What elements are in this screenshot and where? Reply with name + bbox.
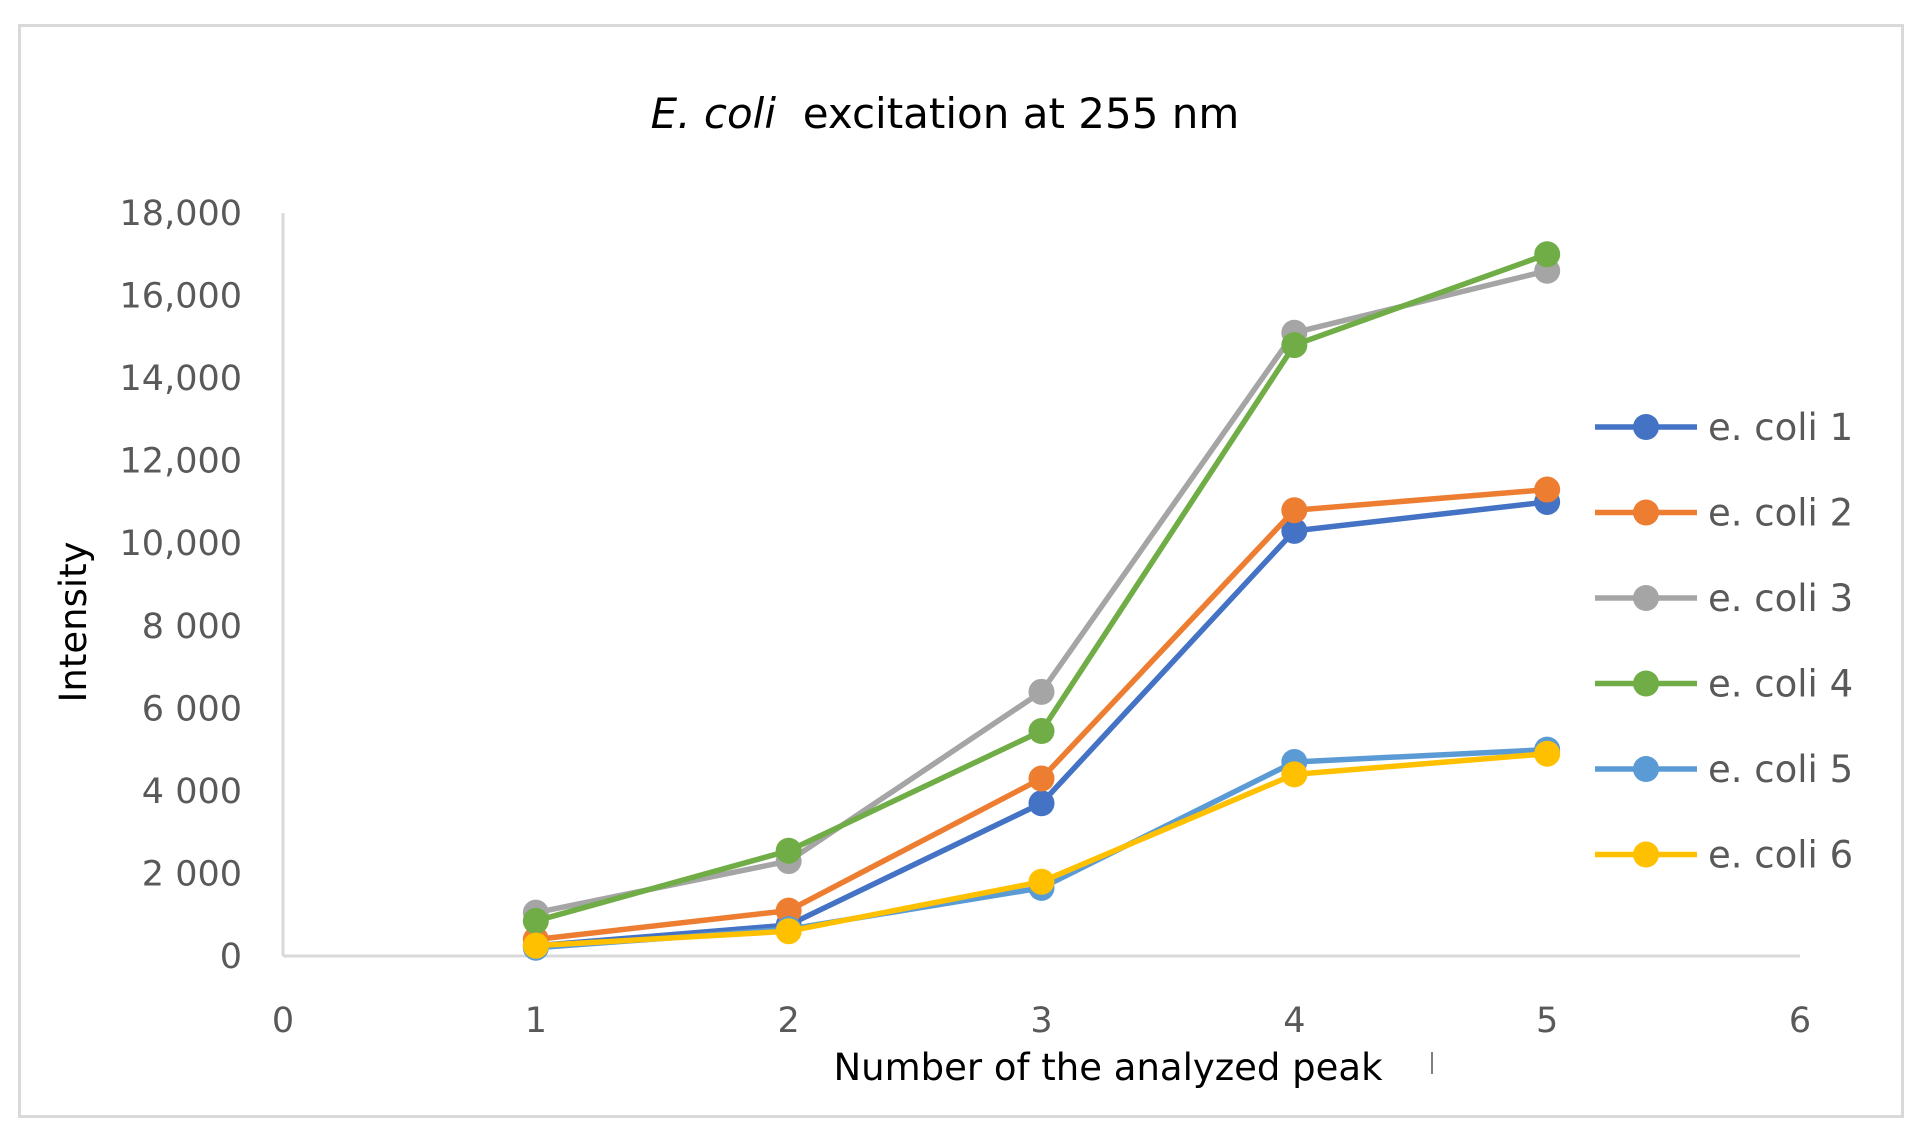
x-axis-title: Number of the analyzed peak	[833, 1046, 1383, 1089]
chart-title-italic: E. coli	[651, 89, 777, 138]
series-4	[522, 241, 1561, 934]
chart-frame	[18, 24, 1904, 1118]
plot-area: 0 2 000 4 000 6 000 8 000 10,000 12,000 14,000 1…	[120, 194, 1812, 1041]
y-tick-label: 18,000	[120, 194, 242, 234]
legend: e. coli 1 e. coli 2 e. coli 3 e. coli 4 e. c…	[1595, 406, 1853, 877]
data-point	[1028, 718, 1055, 745]
data-point	[1534, 476, 1561, 503]
legend-label: e. coli 6	[1708, 834, 1853, 877]
y-tick-label: 4 000	[142, 772, 242, 812]
data-point	[1281, 332, 1308, 359]
x-tick-label: 6	[1789, 1001, 1811, 1041]
chart-title-rest: excitation at 255 nm	[776, 89, 1239, 138]
data-point	[1028, 765, 1055, 792]
data-point	[1281, 761, 1308, 788]
y-tick-label: 16,000	[120, 277, 242, 317]
data-point	[1028, 790, 1055, 817]
legend-item: e. coli 1	[1595, 406, 1853, 449]
y-tick-label: 8 000	[142, 607, 242, 647]
legend-swatch-marker	[1633, 585, 1659, 611]
y-axis-title: Intensity	[52, 541, 95, 702]
legend-item: e. coli 4	[1595, 663, 1853, 706]
data-point	[1281, 517, 1308, 544]
data-point	[1534, 740, 1561, 767]
x-tick-label: 1	[525, 1001, 547, 1041]
legend-swatch-marker	[1633, 841, 1659, 868]
legend-item: e. coli 2	[1595, 492, 1853, 535]
x-tick-label: 3	[1030, 1001, 1052, 1041]
legend-item: e. coli 3	[1595, 577, 1853, 620]
y-tick-label: 6 000	[142, 689, 242, 729]
legend-label: e. coli 4	[1708, 663, 1853, 706]
series-line	[535, 268, 1548, 916]
x-tick-label: 2	[778, 1001, 800, 1041]
data-point	[1281, 497, 1308, 524]
chart-title: E. coli excitation at 255 nm	[651, 89, 1240, 138]
series-line	[535, 251, 1549, 924]
y-tick-label: 10,000	[120, 524, 242, 564]
data-point	[775, 837, 802, 864]
data-point	[1028, 868, 1055, 895]
data-point	[522, 907, 549, 934]
legend-swatch-marker	[1633, 499, 1659, 526]
data-point	[775, 897, 802, 924]
x-tick-label: 4	[1283, 1001, 1305, 1041]
legend-swatch-marker	[1633, 670, 1659, 697]
legend-label: e. coli 1	[1708, 406, 1853, 449]
y-tick-label: 0	[220, 937, 242, 977]
data-point	[775, 918, 802, 945]
data-point	[1028, 678, 1055, 705]
x-tick-label: 5	[1536, 1001, 1558, 1041]
legend-item: e. coli 6	[1595, 834, 1853, 877]
legend-label: e. coli 2	[1708, 492, 1853, 535]
legend-label: e. coli 5	[1708, 748, 1853, 791]
y-tick-label: 2 000	[142, 854, 242, 894]
x-tick-label: 0	[272, 1001, 294, 1041]
legend-label: e. coli 3	[1708, 577, 1853, 620]
y-tick-label: 12,000	[120, 442, 242, 482]
series-3	[522, 257, 1561, 926]
series-6	[522, 740, 1561, 959]
y-tick-label: 14,000	[120, 359, 242, 399]
data-point	[1534, 241, 1561, 268]
data-point	[522, 932, 549, 959]
legend-item: e. coli 5	[1595, 748, 1853, 791]
legend-swatch-marker	[1633, 414, 1659, 440]
legend-swatch-marker	[1633, 756, 1659, 782]
